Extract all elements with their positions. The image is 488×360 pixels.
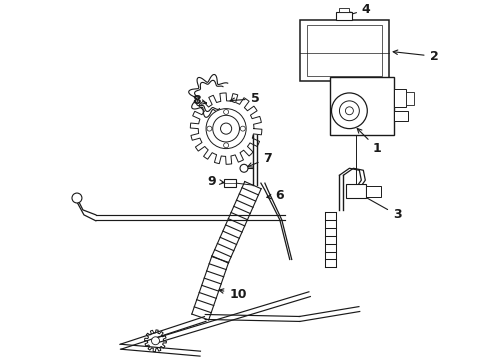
Bar xyxy=(224,179,236,187)
Circle shape xyxy=(223,143,228,148)
Circle shape xyxy=(212,115,239,142)
Text: 5: 5 xyxy=(230,93,259,105)
Circle shape xyxy=(206,126,211,131)
Circle shape xyxy=(240,164,247,172)
Circle shape xyxy=(345,107,353,115)
Bar xyxy=(299,19,388,81)
FancyBboxPatch shape xyxy=(346,184,366,198)
Circle shape xyxy=(240,126,245,131)
Text: 1: 1 xyxy=(357,129,381,155)
Text: 8: 8 xyxy=(192,94,206,107)
Text: 10: 10 xyxy=(219,288,246,301)
Circle shape xyxy=(331,93,366,129)
Circle shape xyxy=(223,109,228,114)
Text: 7: 7 xyxy=(247,152,272,167)
Bar xyxy=(306,24,382,76)
Bar xyxy=(336,12,352,19)
Circle shape xyxy=(205,109,245,149)
Text: 9: 9 xyxy=(207,175,224,188)
Text: 2: 2 xyxy=(392,50,437,63)
Circle shape xyxy=(151,337,159,345)
Text: 6: 6 xyxy=(266,189,284,202)
Bar xyxy=(393,89,405,107)
Bar xyxy=(339,8,349,12)
Circle shape xyxy=(72,193,82,203)
Circle shape xyxy=(220,123,231,134)
Circle shape xyxy=(339,101,359,121)
Bar xyxy=(393,111,407,121)
Bar xyxy=(405,92,413,105)
Text: 4: 4 xyxy=(346,3,370,16)
FancyBboxPatch shape xyxy=(366,186,381,197)
Text: 3: 3 xyxy=(359,194,401,221)
Bar xyxy=(329,77,393,135)
